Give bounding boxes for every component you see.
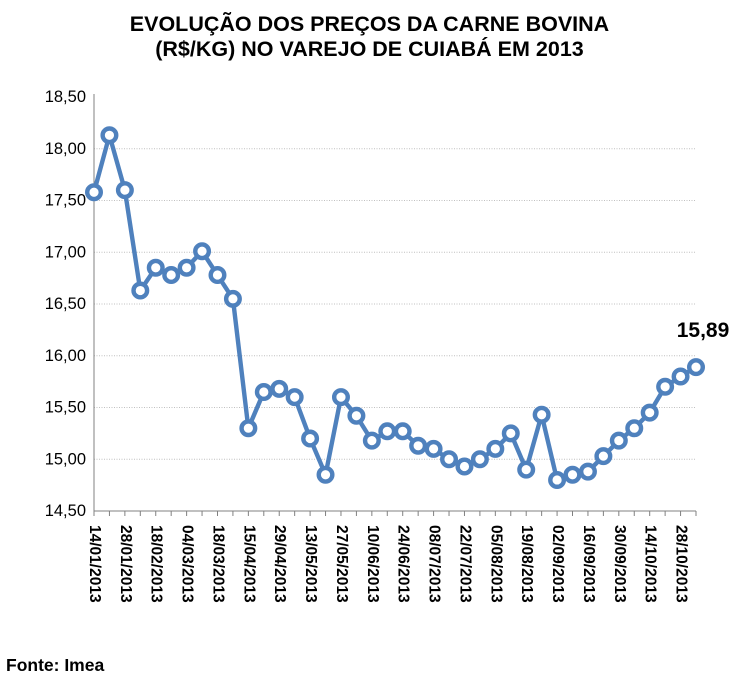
svg-text:29/04/2013: 29/04/2013 [271, 525, 288, 603]
svg-text:16/09/2013: 16/09/2013 [580, 525, 597, 603]
svg-text:17,50: 17,50 [45, 192, 86, 210]
svg-text:17,00: 17,00 [45, 243, 86, 261]
svg-text:28/01/2013: 28/01/2013 [117, 525, 134, 603]
svg-text:24/06/2013: 24/06/2013 [395, 525, 412, 603]
svg-text:18,00: 18,00 [45, 140, 86, 158]
svg-text:16,00: 16,00 [45, 347, 86, 365]
svg-text:27/05/2013: 27/05/2013 [333, 525, 350, 603]
svg-text:19/08/2013: 19/08/2013 [518, 525, 535, 603]
svg-text:04/03/2013: 04/03/2013 [179, 525, 196, 603]
svg-text:14/10/2013: 14/10/2013 [642, 525, 659, 603]
svg-text:18,50: 18,50 [45, 88, 86, 106]
svg-text:18/02/2013: 18/02/2013 [148, 525, 165, 603]
svg-text:08/07/2013: 08/07/2013 [426, 525, 443, 603]
svg-text:13/05/2013: 13/05/2013 [302, 525, 319, 603]
svg-text:15/04/2013: 15/04/2013 [240, 525, 257, 603]
svg-text:15,89: 15,89 [677, 319, 730, 342]
svg-text:28/10/2013: 28/10/2013 [673, 525, 690, 603]
svg-text:15,50: 15,50 [45, 399, 86, 417]
svg-text:18/03/2013: 18/03/2013 [209, 525, 226, 603]
svg-text:30/09/2013: 30/09/2013 [611, 525, 628, 603]
svg-text:22/07/2013: 22/07/2013 [456, 525, 473, 603]
svg-text:15,00: 15,00 [45, 450, 86, 468]
svg-text:05/08/2013: 05/08/2013 [487, 525, 504, 603]
svg-text:14/01/2013: 14/01/2013 [86, 525, 103, 603]
svg-text:02/09/2013: 02/09/2013 [549, 525, 566, 603]
svg-text:14,50: 14,50 [45, 502, 86, 520]
svg-text:10/06/2013: 10/06/2013 [364, 525, 381, 603]
svg-text:16,50: 16,50 [45, 295, 86, 313]
